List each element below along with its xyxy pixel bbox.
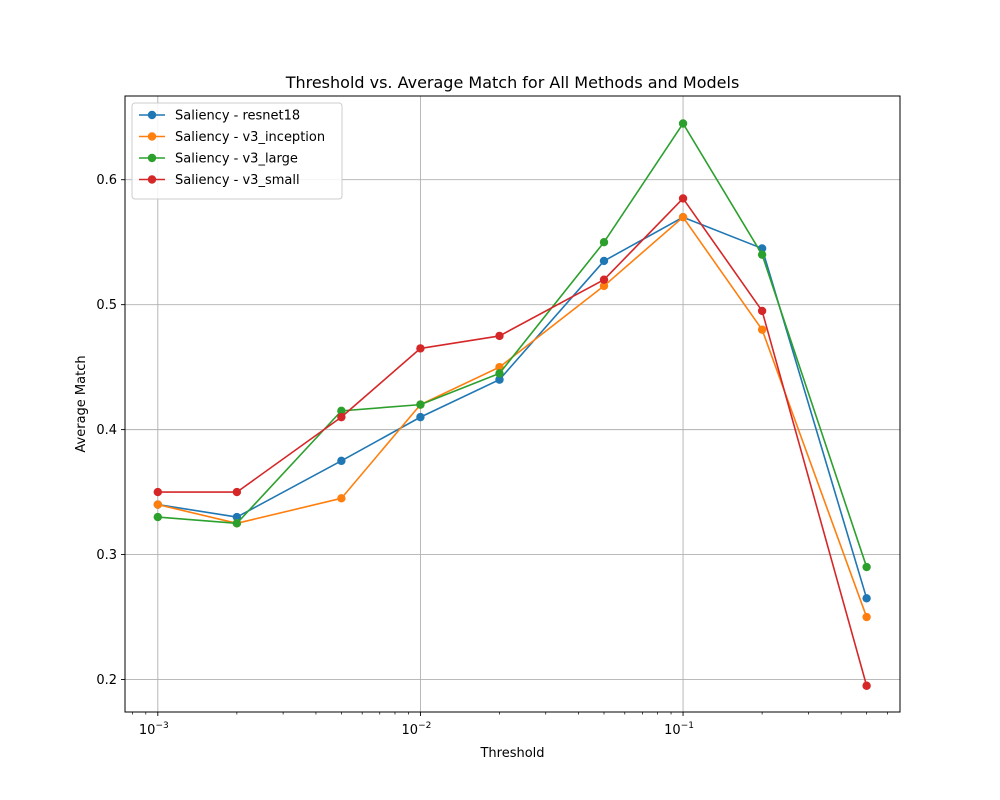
- legend-entry: Saliency - resnet18: [139, 109, 300, 124]
- x-tick-label: 10−3: [139, 721, 169, 738]
- data-point: [337, 494, 346, 503]
- data-point: [757, 306, 767, 316]
- data-point: [862, 681, 871, 690]
- legend-label: Saliency - v3_inception: [175, 130, 325, 145]
- chart-title: Threshold vs. Average Match for All Meth…: [285, 73, 740, 92]
- data-point: [153, 512, 163, 522]
- legend-marker: [147, 175, 157, 184]
- data-point: [337, 412, 346, 422]
- data-point: [757, 250, 767, 259]
- y-tick-label: 0.3: [96, 548, 117, 563]
- x-tick-label: 10−2: [402, 721, 432, 738]
- y-tick-label: 0.6: [96, 173, 117, 188]
- data-point: [416, 344, 425, 353]
- x-tick-label-base: 10: [664, 723, 681, 738]
- data-point: [862, 594, 871, 603]
- y-tick-label: 0.4: [96, 423, 117, 438]
- x-tick-label-base: 10: [402, 723, 419, 738]
- ticks-layer: 0.20.30.40.50.610−3 10−2 10−1: [96, 173, 888, 738]
- legend-marker: [147, 110, 157, 120]
- y-axis-label: Average Match: [74, 355, 89, 452]
- x-tick-label-exponent: −2: [418, 721, 431, 731]
- x-tick-label-exponent: −1: [681, 721, 694, 731]
- legend-entry: Saliency - v3_large: [139, 152, 298, 167]
- data-point: [337, 406, 346, 416]
- data-point: [495, 375, 504, 384]
- x-tick-label: 10−1: [664, 721, 694, 738]
- data-point: [153, 500, 163, 509]
- x-tick-label-exponent: −3: [155, 721, 168, 731]
- data-point: [416, 412, 425, 422]
- legend: Saliency - resnet18 Saliency - v3_incepti…: [131, 102, 343, 200]
- legend-frame: [131, 102, 343, 200]
- data-point: [232, 512, 242, 522]
- legend-marker: [147, 153, 157, 163]
- data-point: [495, 362, 504, 372]
- data-point: [232, 487, 242, 497]
- data-point: [757, 325, 767, 334]
- legend-label: Saliency - v3_small: [175, 173, 300, 188]
- data-point: [153, 487, 163, 497]
- series-layer: [153, 119, 871, 690]
- data-point: [678, 194, 688, 203]
- series-3: [153, 194, 871, 690]
- legend-entry: Saliency - v3_inception: [139, 130, 325, 145]
- data-point: [416, 400, 425, 409]
- data-point: [495, 331, 504, 341]
- data-point: [599, 275, 609, 284]
- data-point: [599, 281, 609, 291]
- legend-label: Saliency - v3_large: [175, 152, 298, 167]
- data-point: [862, 562, 871, 572]
- data-point: [678, 213, 688, 222]
- data-point: [599, 256, 609, 266]
- legend-marker: [147, 132, 157, 141]
- data-point: [337, 456, 346, 466]
- y-tick-label: 0.2: [96, 673, 117, 688]
- x-axis-label: Threshold: [479, 746, 544, 761]
- y-tick-label: 0.5: [96, 298, 117, 313]
- series-2: [153, 119, 871, 572]
- legend-label: Saliency - resnet18: [175, 109, 300, 124]
- data-point: [232, 519, 242, 528]
- plot-frame: [124, 95, 901, 713]
- legend-entry: Saliency - v3_small: [139, 173, 300, 188]
- data-point: [678, 119, 688, 128]
- x-tick-label-base: 10: [139, 723, 156, 738]
- data-point: [599, 237, 609, 247]
- data-point: [495, 369, 504, 378]
- data-point: [862, 612, 871, 622]
